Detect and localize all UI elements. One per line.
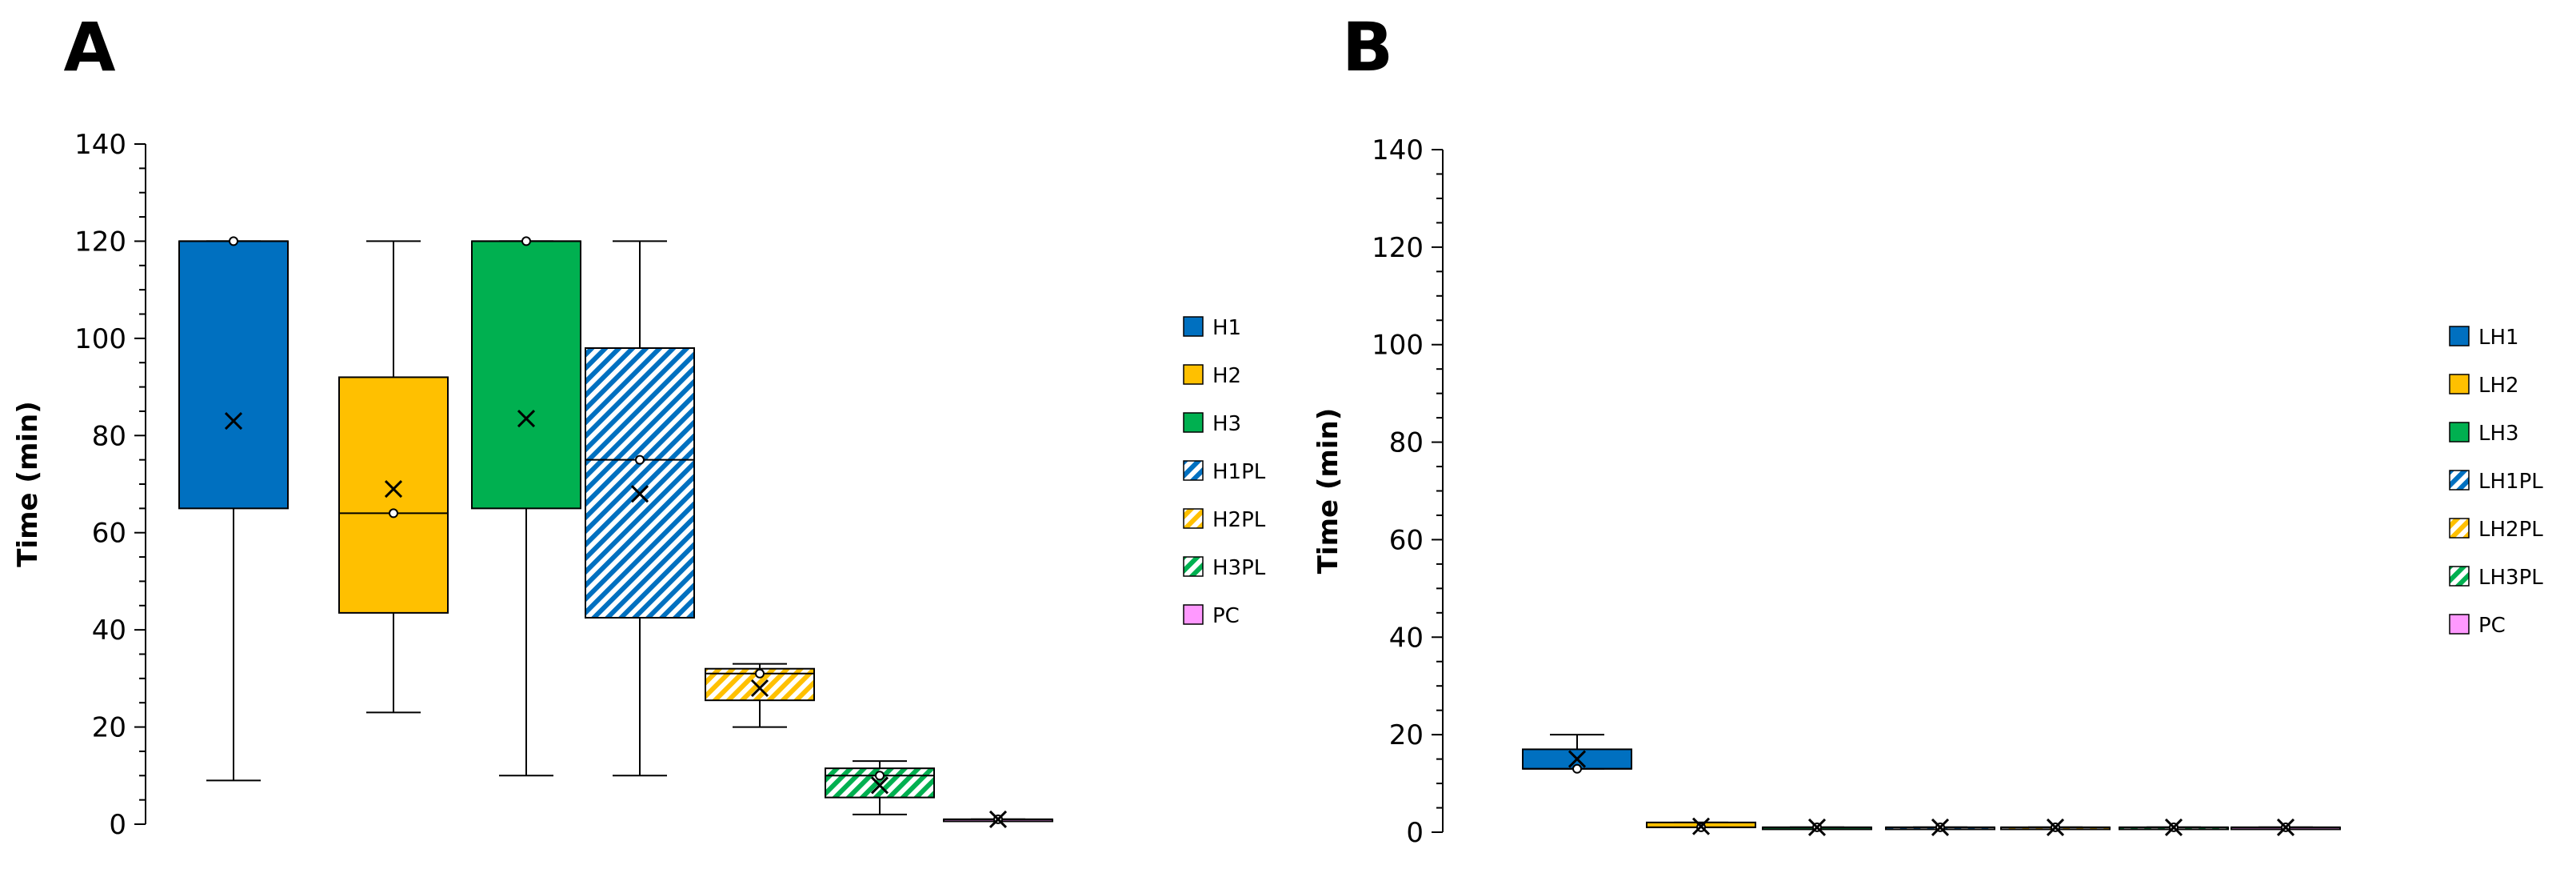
panel-b-letter: B — [1342, 8, 1393, 86]
panel-b-tick-label-60: 60 — [1389, 524, 1424, 556]
legend-label-h2pl: H2PL — [1212, 508, 1266, 532]
panel-b-tick-label-80: 80 — [1389, 427, 1424, 459]
panel-b-tick-label-140: 140 — [1372, 134, 1424, 166]
panel-a-tick-label-40: 40 — [92, 615, 126, 647]
mean-marker-h2pl — [750, 679, 769, 698]
legend-swatch-h2 — [1183, 364, 1204, 385]
legend-label-lh2: LH2 — [2478, 374, 2519, 398]
legend-swatch-lh1pl — [2449, 470, 2470, 491]
box-body-h3 — [471, 240, 581, 510]
legend-label-h3pl: H3PL — [1212, 556, 1266, 580]
panel-b-tick-label-120: 120 — [1372, 232, 1424, 264]
mean-marker-lh2 — [1691, 817, 1711, 835]
panel-a-letter: A — [63, 8, 115, 86]
box-b-pc — [2231, 818, 2341, 836]
panel-b-y-axis-title: Time (min) — [1312, 408, 1344, 575]
mean-marker-h3 — [517, 409, 536, 428]
box-a-h1 — [178, 236, 289, 782]
panel-b-tick-label-0: 0 — [1406, 817, 1424, 849]
mean-marker-h2 — [384, 480, 403, 499]
legend-swatch-lh3pl — [2449, 566, 2470, 587]
box-b-lh1 — [1522, 734, 1632, 774]
median-marker-h3pl — [875, 771, 885, 781]
legend-swatch-pc — [1183, 604, 1204, 625]
legend-label-h2: H2 — [1212, 364, 1241, 388]
panel-b-tick-label-100: 100 — [1372, 330, 1424, 362]
mean-marker-lh3 — [1807, 818, 1827, 836]
legend-swatch-h3 — [1183, 412, 1204, 433]
legend-swatch-pc — [2449, 614, 2470, 635]
panel-a-tick-label-80: 80 — [92, 420, 126, 452]
box-b-lh3pl — [2119, 818, 2229, 836]
mean-marker-lh2pl — [2046, 818, 2065, 836]
legend-swatch-lh2pl — [2449, 518, 2470, 539]
legend-label-h3: H3 — [1212, 412, 1241, 436]
legend-swatch-lh2 — [2449, 374, 2470, 394]
legend-label-lh1pl: LH1PL — [2478, 470, 2543, 494]
legend-label-pc: PC — [1212, 604, 1240, 628]
box-b-lh2pl — [2000, 818, 2111, 836]
legend-label-pc: PC — [2478, 614, 2506, 638]
box-a-h3pl — [825, 760, 935, 815]
box-a-h2 — [338, 240, 449, 714]
mean-marker-h1pl — [630, 485, 649, 503]
panel-a-y-axis-title: Time (min) — [12, 401, 44, 567]
legend-label-lh3: LH3 — [2478, 422, 2519, 446]
legend-swatch-h2pl — [1183, 508, 1204, 529]
mean-marker-lh1 — [1568, 750, 1587, 768]
legend-swatch-h3pl — [1183, 556, 1204, 577]
mean-marker-pc — [2276, 818, 2295, 836]
legend-label-h1: H1 — [1212, 316, 1241, 340]
mean-marker-h1 — [224, 412, 243, 430]
box-b-lh2 — [1646, 817, 1756, 835]
box-b-lh3 — [1762, 818, 1872, 836]
legend-label-h1pl: H1PL — [1212, 460, 1266, 484]
legend-label-lh3pl: LH3PL — [2478, 566, 2543, 590]
box-a-h2pl — [705, 663, 815, 728]
mean-marker-h3pl — [870, 776, 889, 795]
panel-a-tick-label-140: 140 — [74, 129, 126, 161]
legend-swatch-lh1 — [2449, 326, 2470, 346]
box-body-h1pl — [585, 347, 695, 619]
median-marker-lh1 — [1572, 763, 1582, 774]
median-marker-h1pl — [635, 455, 645, 465]
box-b-lh1pl — [1885, 818, 1995, 836]
box-a-pc — [943, 810, 1053, 828]
panel-b-tick-label-40: 40 — [1389, 622, 1424, 654]
box-body-h2 — [338, 376, 449, 614]
mean-marker-lh3pl — [2164, 818, 2183, 836]
box-body-h1 — [178, 240, 289, 510]
median-marker-h1 — [229, 236, 238, 246]
mean-marker-lh1pl — [1931, 818, 1950, 836]
panel-a-tick-label-100: 100 — [74, 323, 126, 355]
median-marker-h3 — [521, 236, 531, 246]
legend-label-lh2pl: LH2PL — [2478, 518, 2543, 542]
mean-marker-pc — [988, 810, 1008, 828]
median-marker-h2 — [389, 508, 398, 519]
legend-swatch-h1pl — [1183, 460, 1204, 481]
median-marker-h2pl — [755, 668, 765, 679]
panel-b-tick-label-20: 20 — [1389, 719, 1424, 751]
legend-swatch-h1 — [1183, 316, 1204, 337]
panel-a-tick-label-120: 120 — [74, 226, 126, 258]
panel-a-tick-label-60: 60 — [92, 518, 126, 550]
box-a-h3 — [471, 236, 581, 777]
legend-label-lh1: LH1 — [2478, 326, 2519, 350]
panel-b-legend: LH1 LH2 LH3 LH1PL LH2PL LH3PL PC — [2449, 326, 2543, 638]
box-a-h1pl — [585, 240, 695, 777]
panel-a-tick-label-20: 20 — [92, 712, 126, 744]
legend-swatch-lh3 — [2449, 422, 2470, 443]
panel-a-legend: H1 H2 H3 H1PL H2PL H3PL PC — [1183, 316, 1266, 628]
panel-a-tick-label-0: 0 — [109, 809, 126, 841]
